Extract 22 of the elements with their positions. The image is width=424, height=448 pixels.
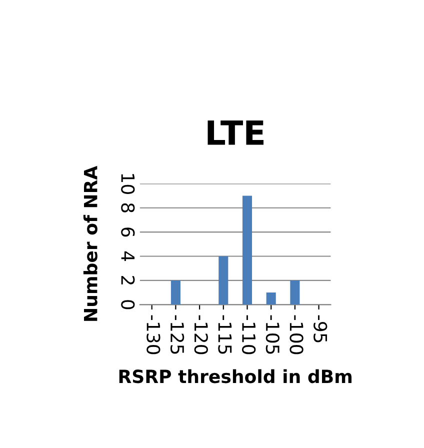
bar [170,280,180,305]
bar [266,292,276,305]
x-tick-label: -130 [146,315,160,354]
x-tick-label: -125 [170,315,184,354]
chart-title: LTE [208,120,264,145]
x-tick-label: -105 [266,315,280,354]
x-tick-label: -115 [218,315,232,354]
y-tick-label: 0 [121,300,135,310]
y-axis-title: Number of NRA [83,166,98,321]
y-tick-label: 6 [121,228,135,237]
y-tick-label: 2 [121,276,135,284]
bar [242,196,252,305]
x-tick-label: -100 [290,315,304,354]
bar [290,280,300,305]
x-tick-label: -120 [194,315,208,354]
y-tick-label: 10 [121,174,135,194]
y-tick-label: 4 [121,251,135,261]
x-axis-title: RSRP threshold in dBm [119,369,352,384]
bar [218,256,228,305]
x-tick-label: -95 [314,315,328,342]
x-tick-label: -110 [242,315,256,354]
y-tick-label: 8 [121,203,135,212]
